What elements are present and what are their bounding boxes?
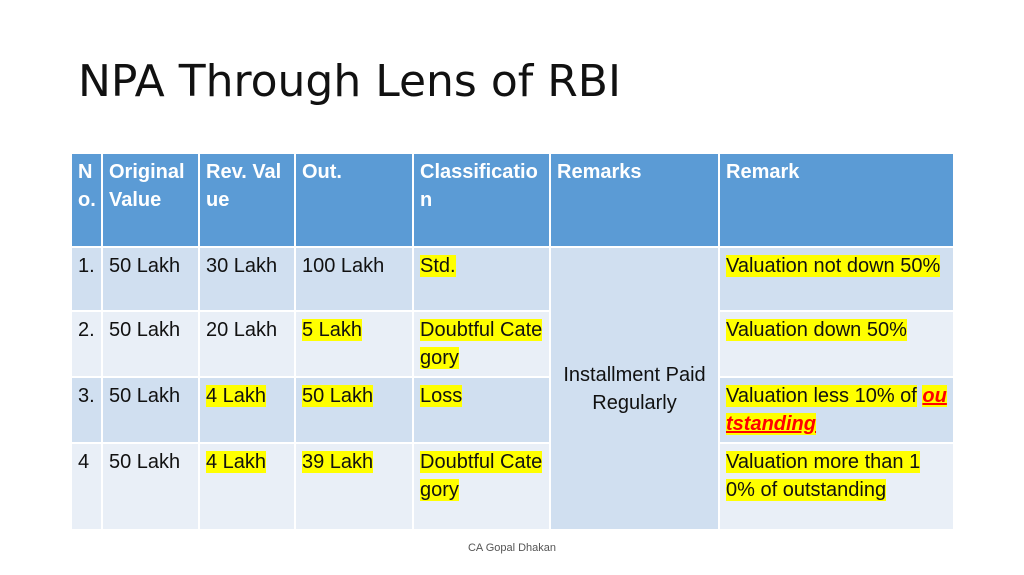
cell-out: 5 Lakh [294, 310, 414, 378]
cell-no: 4 [70, 442, 103, 531]
header-out: Out. [294, 152, 414, 248]
cell-no: 1. [70, 246, 103, 312]
cell-original: 50 Lakh [101, 246, 200, 312]
cell-classification: Loss [412, 376, 551, 444]
table-row: 2. 50 Lakh 20 Lakh 5 Lakh Doubtful Categ… [70, 310, 955, 378]
cell-original: 50 Lakh [101, 376, 200, 444]
table-row: 4 50 Lakh 4 Lakh 39 Lakh Doubtful Catego… [70, 442, 955, 531]
cell-remark: Valuation more than 10% of outstanding [718, 442, 955, 531]
cell-classification: Doubtful Category [412, 310, 551, 378]
cell-remark: Valuation not down 50% [718, 246, 955, 312]
header-rev-value: Rev. Value [198, 152, 296, 248]
cell-rev: 30 Lakh [198, 246, 296, 312]
header-original-value: Original Value [101, 152, 200, 248]
npa-table: No. Original Value Rev. Value Out. Class… [70, 152, 955, 531]
table-header-row: No. Original Value Rev. Value Out. Class… [70, 152, 955, 248]
cell-rev: 4 Lakh [198, 442, 296, 531]
cell-out: 100 Lakh [294, 246, 414, 312]
cell-remark: Valuation less 10% of outstanding [718, 376, 955, 444]
table-row: 3. 50 Lakh 4 Lakh 50 Lakh Loss Valuation… [70, 376, 955, 444]
cell-no: 3. [70, 376, 103, 444]
table-row: 1. 50 Lakh 30 Lakh 100 Lakh Std. Install… [70, 246, 955, 531]
header-classification: Classification [412, 152, 551, 248]
header-no: No. [70, 152, 103, 248]
cell-no: 2. [70, 310, 103, 378]
footer-credit: CA Gopal Dhakan [467, 542, 557, 554]
cell-classification: Std. [412, 246, 551, 312]
cell-remarks-merged: Installment Paid Regularly [549, 246, 720, 531]
cell-original: 50 Lakh [101, 310, 200, 378]
cell-classification: Doubtful Category [412, 442, 551, 531]
header-remarks: Remarks [549, 152, 720, 248]
cell-out: 50 Lakh [294, 376, 414, 444]
slide-title: NPA Through Lens of RBI [78, 56, 621, 107]
header-remark: Remark [718, 152, 955, 248]
cell-original: 50 Lakh [101, 442, 200, 531]
cell-remark: Valuation down 50% [718, 310, 955, 378]
cell-out: 39 Lakh [294, 442, 414, 531]
cell-rev: 4 Lakh [198, 376, 296, 444]
cell-rev: 20 Lakh [198, 310, 296, 378]
